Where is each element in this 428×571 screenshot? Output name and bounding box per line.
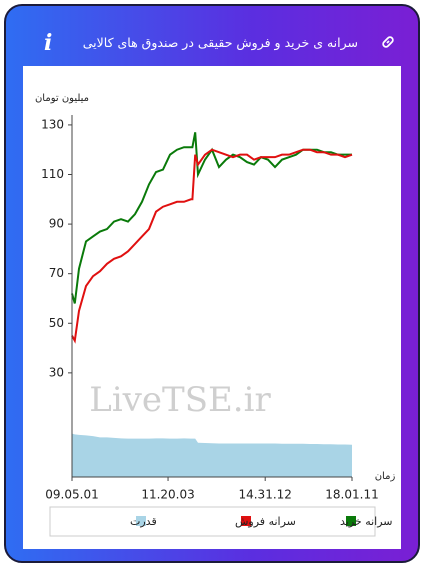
header-title: سرانه ی خرید و فروش حقیقی در صندوق های ک… xyxy=(82,35,358,50)
area xyxy=(72,433,352,477)
legend-label: قدرت xyxy=(130,515,157,528)
x-tick-label: 09.05.01 xyxy=(45,488,98,502)
legend-swatch xyxy=(346,516,356,526)
legend-swatch xyxy=(241,516,251,526)
x-tick-label: 18.01.11 xyxy=(325,488,378,502)
y-tick-label: 90 xyxy=(49,217,64,231)
info-icon[interactable]: i xyxy=(44,30,53,56)
line xyxy=(71,148,353,344)
watermark: LiveTSE.ir xyxy=(89,380,271,420)
legend-label: سرانه خرید xyxy=(340,515,393,528)
x-axis-label: زمان xyxy=(375,471,396,482)
legend-label: سرانه فروش xyxy=(235,515,296,528)
legend-swatch xyxy=(136,516,146,526)
legend-box xyxy=(49,506,376,537)
y-tick-label: 110 xyxy=(41,167,64,181)
y-tick-label: 30 xyxy=(49,365,64,379)
y-axis-label: میلیون تومان xyxy=(35,93,89,104)
y-tick-label: 70 xyxy=(49,266,64,280)
y-tick-label: 50 xyxy=(49,316,64,330)
line xyxy=(71,132,352,304)
x-tick-label: 11.20.03 xyxy=(141,488,194,502)
link-icon[interactable] xyxy=(380,34,396,50)
header: i سرانه ی خرید و فروش حقیقی در صندوق های… xyxy=(6,6,418,66)
x-tick-label: 14.31.12 xyxy=(238,488,291,502)
y-tick-label: 130 xyxy=(41,117,64,131)
